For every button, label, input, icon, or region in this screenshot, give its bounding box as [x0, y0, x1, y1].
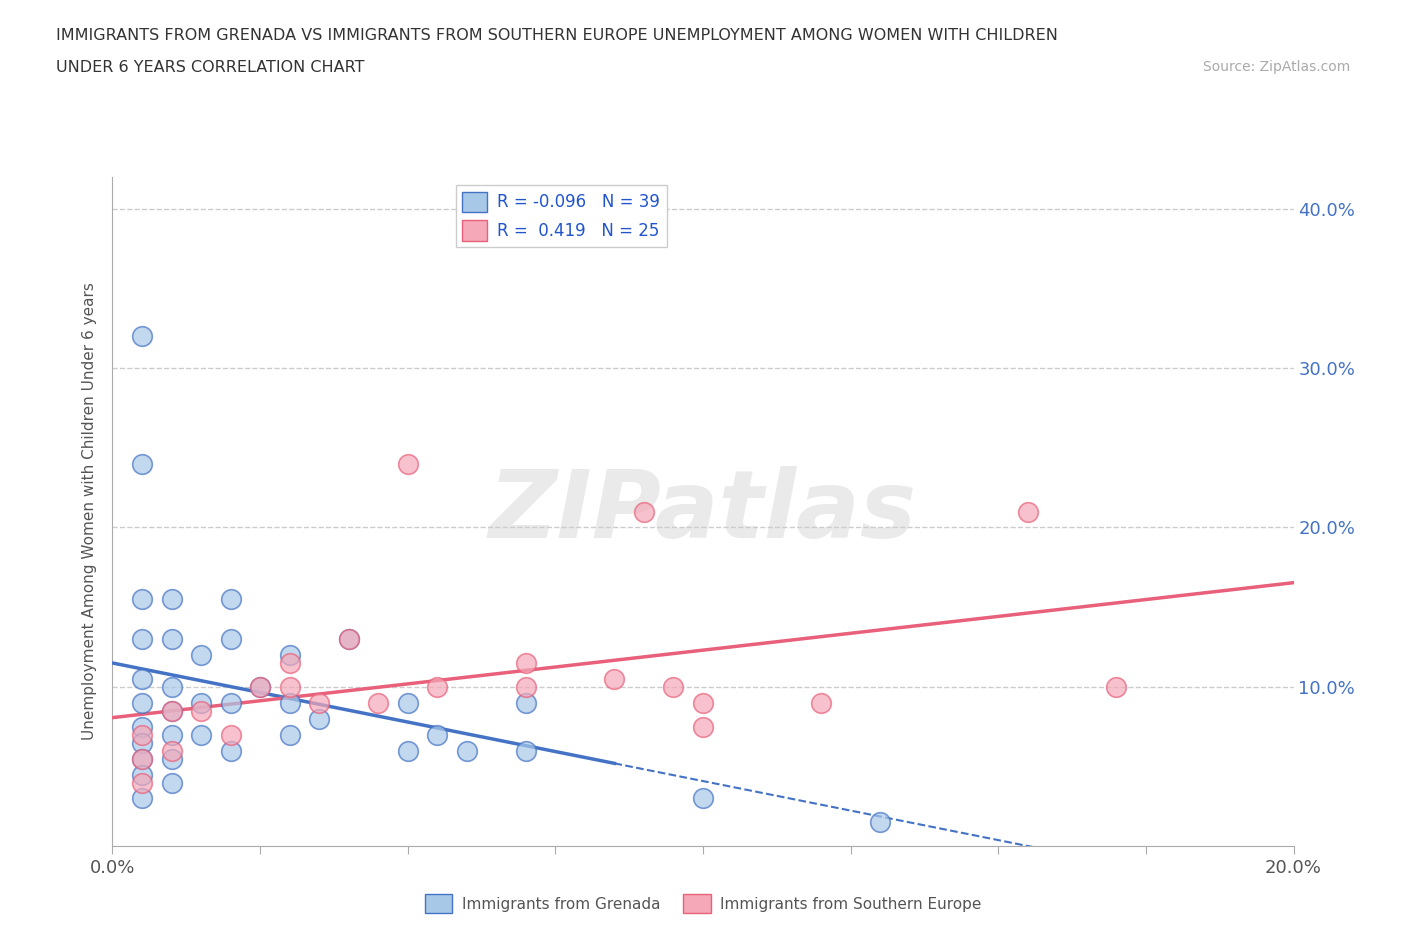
- Point: [426, 727, 449, 742]
- Point: [396, 696, 419, 711]
- Point: [131, 767, 153, 782]
- Point: [131, 328, 153, 343]
- Point: [131, 727, 153, 742]
- Point: [160, 727, 183, 742]
- Point: [131, 671, 153, 686]
- Point: [131, 736, 153, 751]
- Text: IMMIGRANTS FROM GRENADA VS IMMIGRANTS FROM SOUTHERN EUROPE UNEMPLOYMENT AMONG WO: IMMIGRANTS FROM GRENADA VS IMMIGRANTS FR…: [56, 28, 1059, 43]
- Point: [367, 696, 389, 711]
- Point: [160, 751, 183, 766]
- Point: [396, 743, 419, 758]
- Point: [603, 671, 626, 686]
- Point: [190, 727, 212, 742]
- Point: [131, 751, 153, 766]
- Point: [515, 680, 537, 695]
- Point: [131, 719, 153, 734]
- Point: [662, 680, 685, 695]
- Point: [1105, 680, 1128, 695]
- Point: [869, 815, 891, 830]
- Point: [160, 680, 183, 695]
- Point: [190, 696, 212, 711]
- Point: [131, 791, 153, 806]
- Point: [308, 696, 330, 711]
- Point: [131, 696, 153, 711]
- Point: [190, 703, 212, 718]
- Point: [160, 631, 183, 646]
- Point: [160, 703, 183, 718]
- Text: UNDER 6 YEARS CORRELATION CHART: UNDER 6 YEARS CORRELATION CHART: [56, 60, 364, 75]
- Point: [515, 656, 537, 671]
- Point: [219, 696, 242, 711]
- Point: [692, 719, 714, 734]
- Point: [131, 591, 153, 606]
- Point: [219, 743, 242, 758]
- Point: [219, 727, 242, 742]
- Point: [131, 631, 153, 646]
- Point: [515, 743, 537, 758]
- Point: [456, 743, 478, 758]
- Point: [396, 457, 419, 472]
- Point: [249, 680, 271, 695]
- Point: [219, 591, 242, 606]
- Point: [131, 751, 153, 766]
- Point: [692, 696, 714, 711]
- Point: [633, 504, 655, 519]
- Point: [219, 631, 242, 646]
- Point: [160, 591, 183, 606]
- Point: [278, 656, 301, 671]
- Point: [278, 696, 301, 711]
- Point: [692, 791, 714, 806]
- Point: [337, 631, 360, 646]
- Point: [131, 775, 153, 790]
- Point: [160, 743, 183, 758]
- Point: [810, 696, 832, 711]
- Point: [249, 680, 271, 695]
- Point: [337, 631, 360, 646]
- Point: [515, 696, 537, 711]
- Legend: Immigrants from Grenada, Immigrants from Southern Europe: Immigrants from Grenada, Immigrants from…: [419, 888, 987, 919]
- Point: [190, 647, 212, 662]
- Point: [160, 703, 183, 718]
- Point: [160, 775, 183, 790]
- Text: Source: ZipAtlas.com: Source: ZipAtlas.com: [1202, 60, 1350, 74]
- Point: [278, 727, 301, 742]
- Point: [1017, 504, 1039, 519]
- Point: [131, 457, 153, 472]
- Point: [278, 647, 301, 662]
- Point: [278, 680, 301, 695]
- Text: ZIPatlas: ZIPatlas: [489, 466, 917, 557]
- Point: [426, 680, 449, 695]
- Point: [308, 711, 330, 726]
- Y-axis label: Unemployment Among Women with Children Under 6 years: Unemployment Among Women with Children U…: [82, 283, 97, 740]
